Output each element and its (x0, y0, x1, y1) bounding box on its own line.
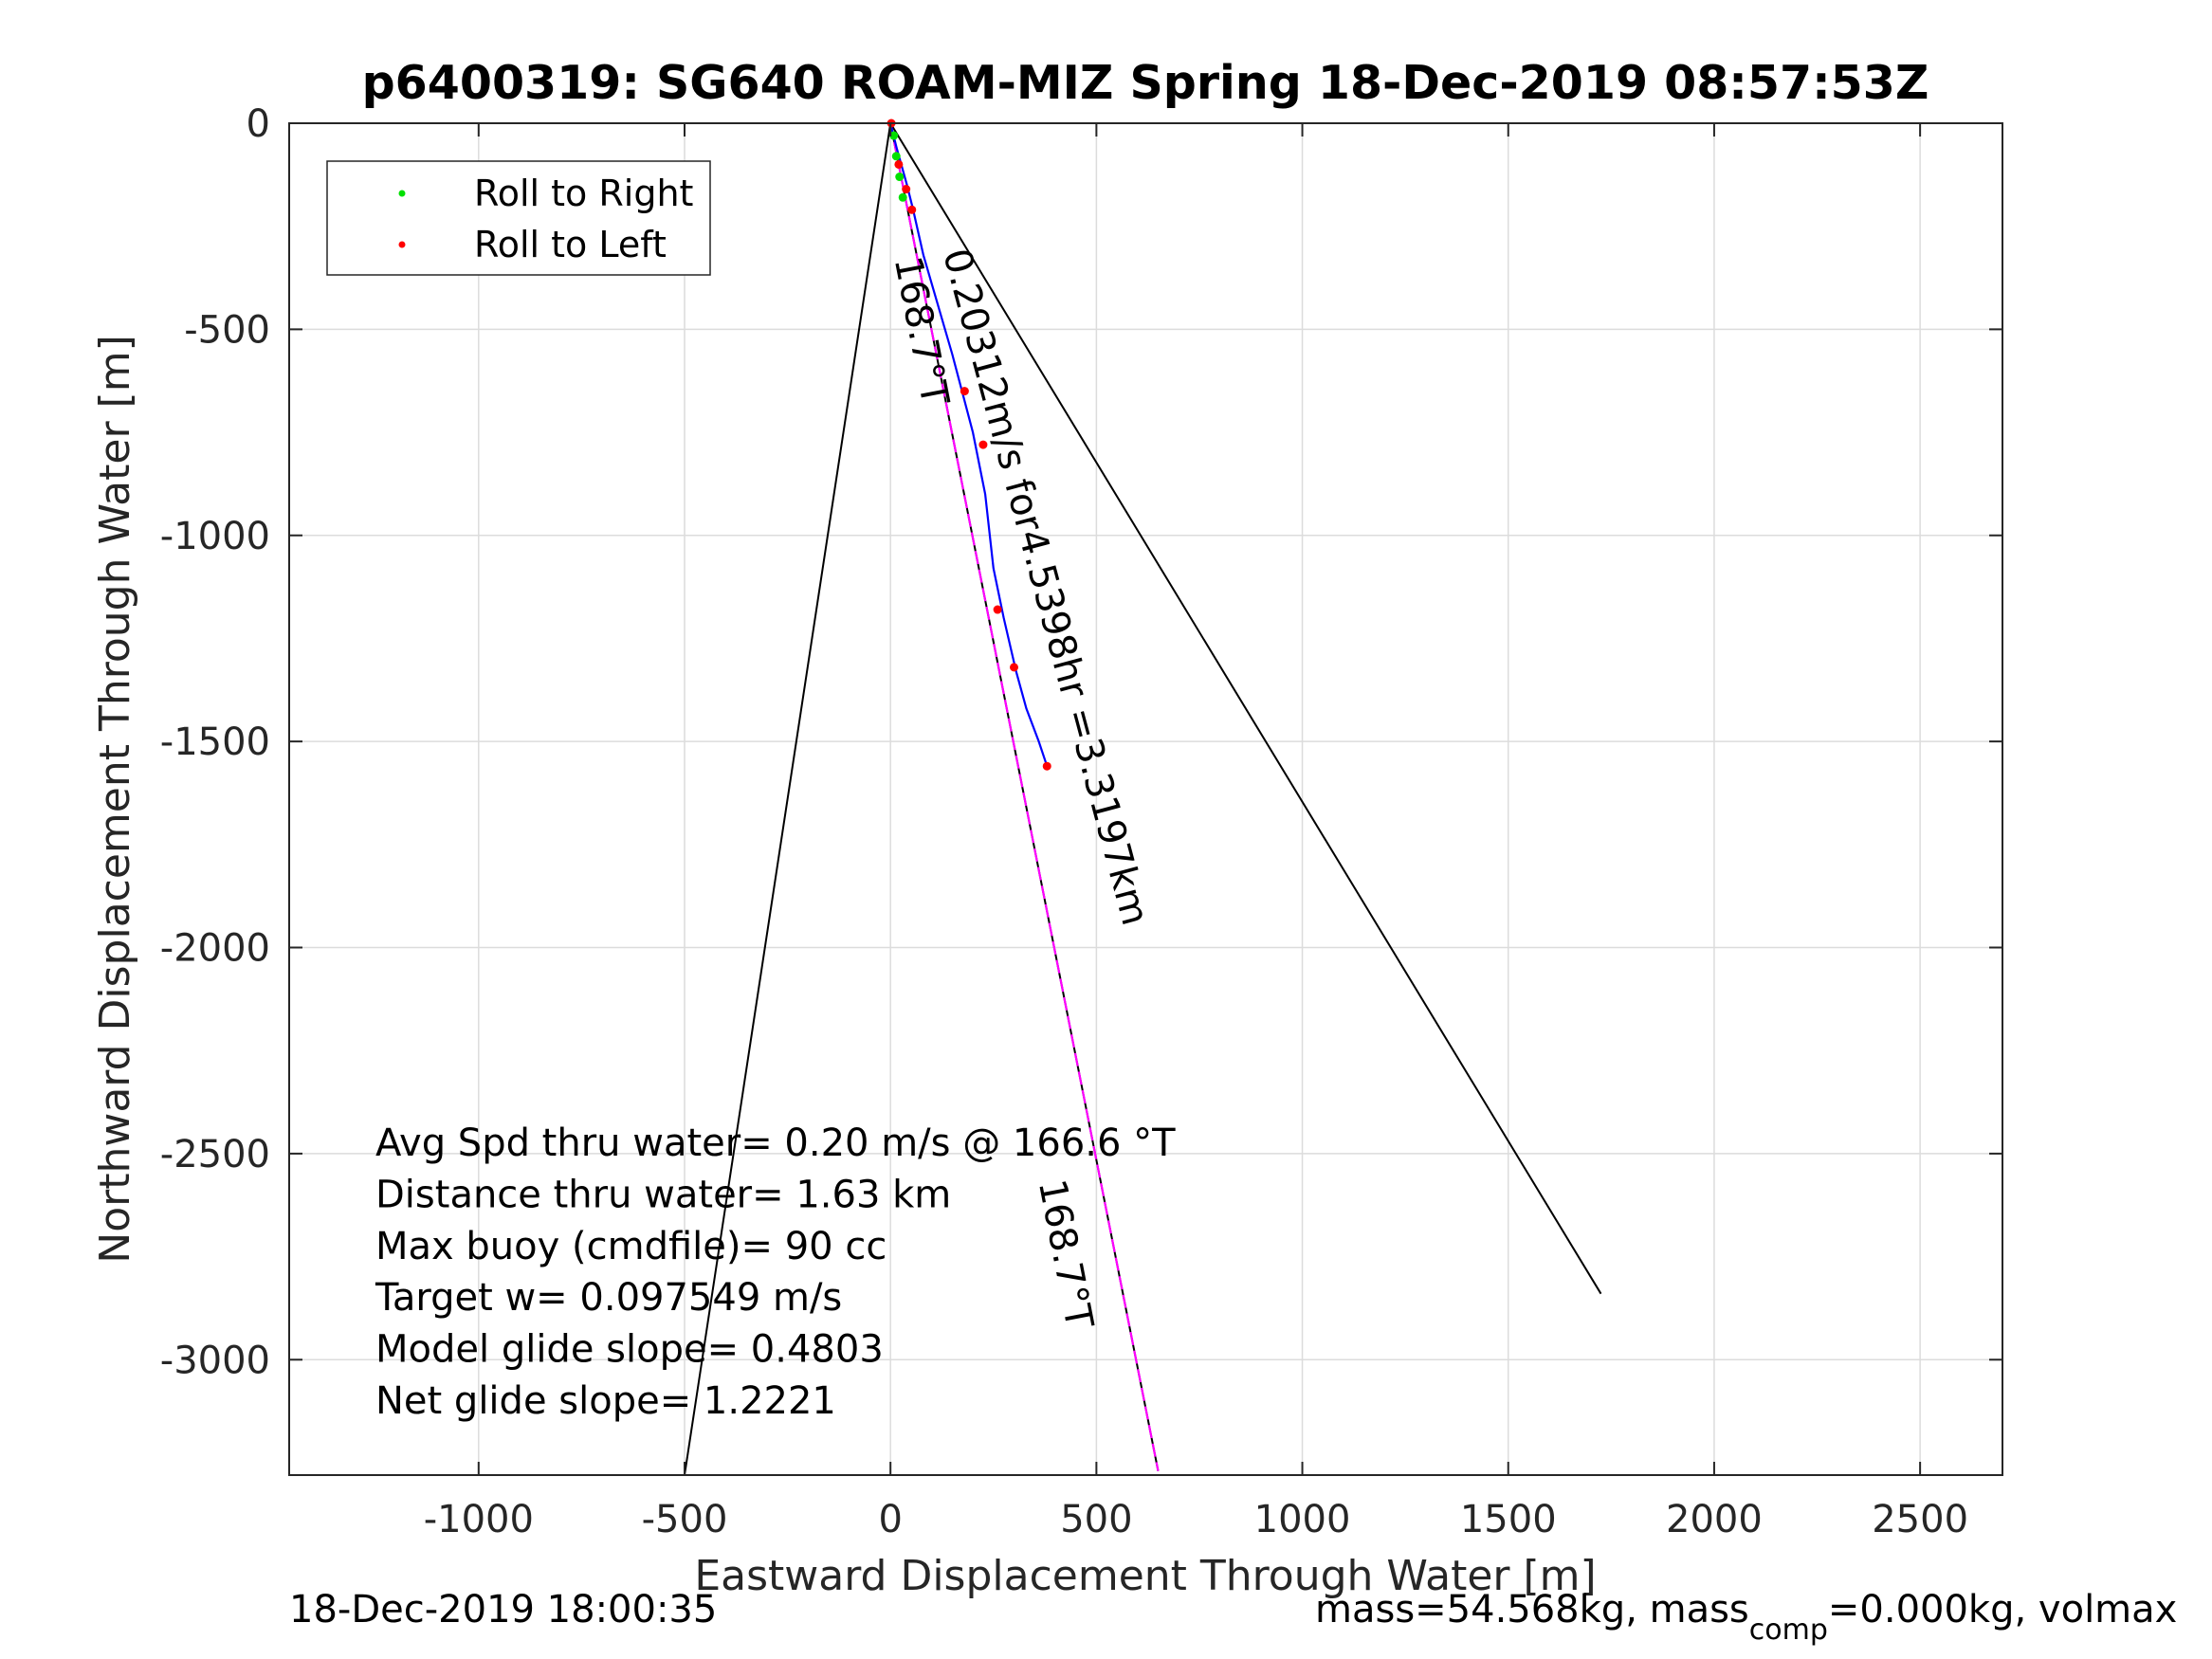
roll-left-point (1010, 663, 1018, 672)
x-tick-label: 500 (1060, 1498, 1132, 1541)
footer-mass-subscript: comp (1749, 1613, 1828, 1647)
footer-timestamp: 18-Dec-2019 18:00:35 (289, 1588, 717, 1632)
x-tick-label: 2500 (1872, 1498, 1968, 1541)
roll-left-point (902, 185, 911, 194)
footer-mass-info: mass=54.568kg, masscomp=0.000kg, volmax (1315, 1588, 2177, 1647)
x-axis-title: Eastward Displacement Through Water [m] (694, 1552, 1596, 1600)
y-tick-label: -1500 (160, 720, 270, 764)
stats-line: Target w= 0.097549 m/s (375, 1276, 842, 1320)
plot-area (289, 123, 2002, 1475)
series-line-black-0 (684, 122, 892, 1476)
ticks-layer: -1000 -500 0 500 1000 1500 2000 2500 0 -500 -1000 -… (160, 102, 2002, 1541)
x-tick-label: 1000 (1254, 1498, 1351, 1541)
points-layer (887, 118, 1051, 771)
legend-marker-roll-right (398, 190, 406, 197)
legend-marker-roll-left (398, 241, 406, 248)
y-tick-label: -500 (184, 308, 270, 352)
axes-box (288, 122, 2003, 1476)
stats-line: Max buoy (cmdfile)= 90 cc (375, 1225, 887, 1268)
roll-right-point (898, 192, 907, 202)
series-line-magenta-3 (889, 122, 1160, 1471)
roll-left-point (907, 205, 917, 214)
x-tick-label: -1000 (424, 1498, 534, 1541)
footer-mass-part1: mass=54.568kg, mass (1315, 1588, 1749, 1632)
legend-label-roll-left: Roll to Left (474, 224, 667, 265)
roll-right-point (891, 152, 901, 161)
roll-left-point (894, 159, 904, 169)
stats-line: Model glide slope= 0.4803 (375, 1328, 884, 1372)
chart-title: p6400319: SG640 ROAM-MIZ Spring 18-Dec-2… (362, 56, 1929, 110)
series-layer (684, 122, 1602, 1476)
roll-right-point (889, 131, 899, 140)
stats-line: Net glide slope= 1.2221 (375, 1379, 836, 1423)
x-tick-label: 1500 (1460, 1498, 1557, 1541)
roll-left-point (960, 387, 969, 396)
x-tick-label: 2000 (1666, 1498, 1763, 1541)
y-tick-label: -1000 (160, 515, 270, 558)
legend-box (326, 160, 711, 276)
roll-left-point (1042, 761, 1051, 771)
y-tick-label: 0 (247, 102, 270, 146)
series-line-black-1 (889, 122, 1602, 1295)
y-axis-title: Northward Displacement Through Water [m] (91, 335, 139, 1263)
y-tick-label: -2000 (160, 927, 270, 971)
stats-text-box: Avg Spd thru water= 0.20 m/s @ 166.6 °T D… (375, 1121, 1176, 1423)
roll-left-point (978, 440, 988, 449)
roll-left-point (993, 605, 1002, 614)
legend-label-roll-right: Roll to Right (474, 173, 693, 214)
footer-mass-part2: =0.000kg, volmax (1828, 1588, 2177, 1632)
roll-right-point (895, 173, 905, 182)
y-tick-label: -2500 (160, 1133, 270, 1176)
y-tick-label: -3000 (160, 1339, 270, 1382)
x-tick-label: 0 (878, 1498, 902, 1541)
legend: Roll to Right Roll to Left (326, 160, 711, 276)
stats-line: Distance thru water= 1.63 km (375, 1173, 951, 1216)
stats-line: Avg Spd thru water= 0.20 m/s @ 166.6 °T (375, 1121, 1176, 1165)
x-tick-label: -500 (642, 1498, 728, 1541)
